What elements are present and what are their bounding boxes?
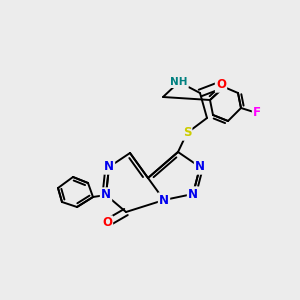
- Text: O: O: [102, 217, 112, 230]
- Text: N: N: [195, 160, 205, 173]
- Text: N: N: [101, 188, 111, 202]
- Text: N: N: [159, 194, 169, 206]
- Text: O: O: [216, 79, 226, 92]
- Text: S: S: [183, 127, 191, 140]
- Text: N: N: [188, 188, 198, 200]
- Text: N: N: [104, 160, 114, 173]
- Text: NH: NH: [170, 77, 188, 87]
- Text: F: F: [253, 106, 261, 119]
